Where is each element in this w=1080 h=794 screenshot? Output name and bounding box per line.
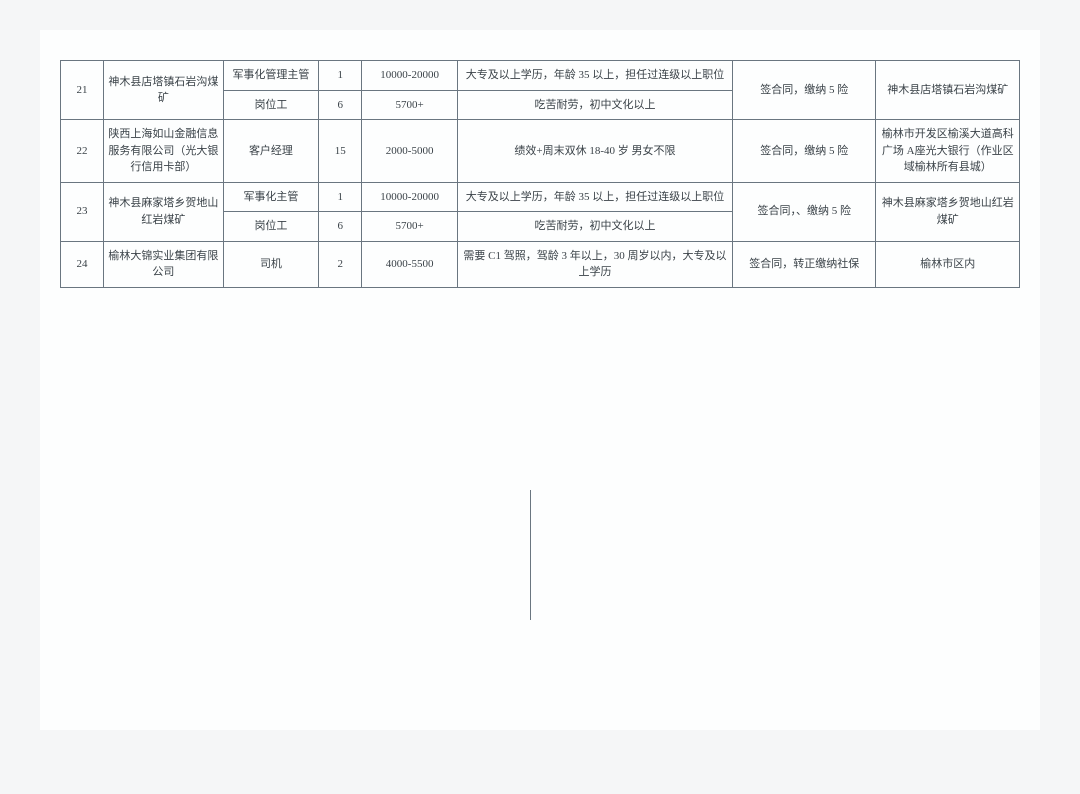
cell-location: 榆林市开发区榆溪大道高科广场 A座光大银行（作业区域榆林所有县城） [876, 120, 1020, 183]
cell-benefits: 签合同，、缴纳 5 险 [732, 182, 875, 241]
cell-position: 岗位工 [223, 90, 319, 120]
cell-idx: 21 [61, 61, 104, 120]
page: 21 神木县店塔镇石岩沟煤矿 军事化管理主管 1 10000-20000 大专及… [40, 30, 1040, 730]
cell-requirements: 绩效+周末双休 18-40 岁 男女不限 [457, 120, 732, 183]
cell-salary: 10000-20000 [362, 182, 458, 212]
cell-idx: 22 [61, 120, 104, 183]
cell-position: 岗位工 [223, 212, 319, 242]
cell-count: 6 [319, 212, 362, 242]
cell-position: 客户经理 [223, 120, 319, 183]
cell-requirements: 吃苦耐劳，初中文化以上 [457, 212, 732, 242]
cell-count: 15 [319, 120, 362, 183]
cell-salary: 2000-5000 [362, 120, 458, 183]
cell-count: 1 [319, 61, 362, 91]
cell-location: 榆林市区内 [876, 241, 1020, 287]
cell-salary: 10000-20000 [362, 61, 458, 91]
cell-location: 神木县麻家塔乡贺地山红岩煤矿 [876, 182, 1020, 241]
job-table: 21 神木县店塔镇石岩沟煤矿 军事化管理主管 1 10000-20000 大专及… [60, 60, 1020, 288]
cell-company: 陕西上海如山金融信息服务有限公司（光大银行信用卡部） [104, 120, 224, 183]
cell-location: 神木县店塔镇石岩沟煤矿 [876, 61, 1020, 120]
cell-requirements: 大专及以上学历，年龄 35 以上，担任过连级以上职位 [457, 61, 732, 91]
cell-salary: 4000-5500 [362, 241, 458, 287]
cell-requirements: 吃苦耐劳，初中文化以上 [457, 90, 732, 120]
cell-benefits: 签合同，转正缴纳社保 [732, 241, 875, 287]
cell-count: 6 [319, 90, 362, 120]
cell-salary: 5700+ [362, 212, 458, 242]
cell-salary: 5700+ [362, 90, 458, 120]
cell-benefits: 签合同，缴纳 5 险 [732, 61, 875, 120]
cell-position: 军事化主管 [223, 182, 319, 212]
table-row: 24 榆林大锦实业集团有限公司 司机 2 4000-5500 需要 C1 驾照，… [61, 241, 1020, 287]
table-row: 23 神木县麻家塔乡贺地山红岩煤矿 军事化主管 1 10000-20000 大专… [61, 182, 1020, 212]
cell-position: 军事化管理主管 [223, 61, 319, 91]
cell-idx: 23 [61, 182, 104, 241]
table-row: 22 陕西上海如山金融信息服务有限公司（光大银行信用卡部） 客户经理 15 20… [61, 120, 1020, 183]
cell-requirements: 大专及以上学历，年龄 35 以上，担任过连级以上职位 [457, 182, 732, 212]
cell-benefits: 签合同，缴纳 5 险 [732, 120, 875, 183]
cell-idx: 24 [61, 241, 104, 287]
cell-count: 1 [319, 182, 362, 212]
cell-company: 神木县麻家塔乡贺地山红岩煤矿 [104, 182, 224, 241]
cell-position: 司机 [223, 241, 319, 287]
cell-count: 2 [319, 241, 362, 287]
cell-requirements: 需要 C1 驾照，驾龄 3 年以上，30 周岁以内，大专及以上学历 [457, 241, 732, 287]
table-body: 21 神木县店塔镇石岩沟煤矿 军事化管理主管 1 10000-20000 大专及… [61, 61, 1020, 288]
stray-vertical-line [530, 490, 531, 620]
table-row: 21 神木县店塔镇石岩沟煤矿 军事化管理主管 1 10000-20000 大专及… [61, 61, 1020, 91]
cell-company: 神木县店塔镇石岩沟煤矿 [104, 61, 224, 120]
cell-company: 榆林大锦实业集团有限公司 [104, 241, 224, 287]
